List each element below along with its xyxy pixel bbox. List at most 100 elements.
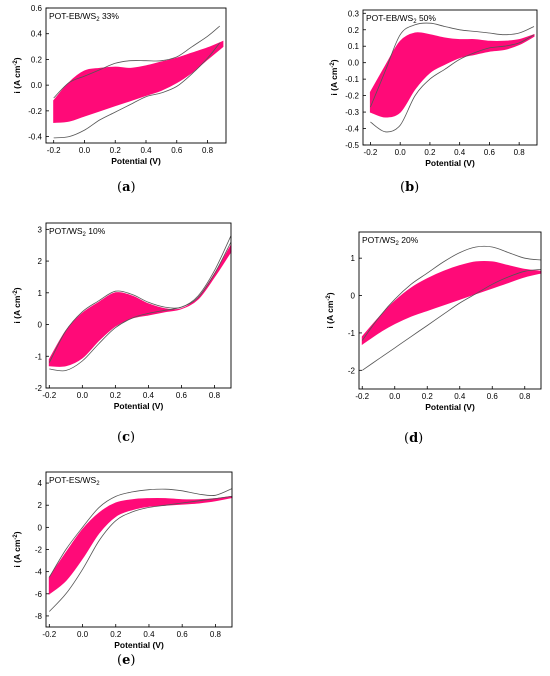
x-axis-label: Potential (V): [114, 401, 164, 411]
y-tick-label: -1: [348, 329, 356, 338]
cv-outline-upper: [370, 22, 535, 108]
cv-outline-upper: [361, 245, 542, 341]
y-tick-label: 1: [351, 254, 356, 263]
y-tick-label: 0.2: [348, 26, 360, 35]
x-tick-label: -0.2: [42, 391, 56, 400]
x-tick-label: 0.8: [519, 392, 531, 401]
y-tick-label: -2: [35, 546, 43, 555]
y-tick-label: 0.1: [348, 42, 360, 51]
x-tick-label: 0.4: [143, 391, 155, 400]
x-axis-label: Potential (V): [425, 402, 475, 412]
y-tick-label: 0: [38, 321, 43, 330]
y-axis-label: i (A cm-2): [12, 57, 22, 93]
caption-c: (c): [117, 430, 136, 445]
x-tick-label: 0.2: [424, 148, 436, 157]
x-tick-label: 0.2: [110, 391, 122, 400]
plot-frame: [45, 7, 227, 144]
x-tick-label: 0.6: [487, 392, 499, 401]
x-tick-label: 0.4: [454, 392, 466, 401]
cv-fill-band: [361, 260, 542, 346]
x-tick-label: 0.0: [77, 391, 89, 400]
cv-outline-lower: [49, 496, 233, 612]
x-tick-label: -0.2: [355, 392, 369, 401]
y-tick-label: -4: [35, 568, 43, 577]
cv-fill-band: [53, 40, 224, 123]
y-tick-label: -6: [35, 590, 43, 599]
x-tick-label: 0.2: [422, 392, 434, 401]
sample-label: POT-EB/WS2 50%: [366, 13, 436, 25]
y-tick-label: 3: [38, 225, 43, 234]
x-tick-label: 0.8: [514, 148, 526, 157]
cv-fill-band: [369, 32, 535, 118]
sample-label: POT/WS2 10%: [49, 226, 106, 238]
y-tick-label: -0.2: [345, 92, 359, 101]
x-axis-label: Potential (V): [111, 156, 161, 166]
cv-outline-upper: [48, 235, 232, 363]
x-tick-label: 0.2: [110, 146, 122, 155]
x-tick-label: -0.2: [47, 146, 61, 155]
x-tick-label: 0.0: [79, 146, 91, 155]
y-axis-label: i (A cm-2): [12, 531, 22, 567]
y-tick-label: 0.4: [31, 30, 43, 39]
y-tick-label: 0.6: [31, 4, 43, 13]
y-tick-label: 0.2: [31, 55, 43, 64]
caption-a: (a): [117, 180, 136, 195]
caption-e: (e): [117, 653, 136, 668]
sample-label: POT/WS2 20%: [362, 235, 419, 247]
y-tick-label: 0.0: [348, 59, 360, 68]
x-tick-label: 0.4: [140, 146, 152, 155]
y-tick-label: 0: [38, 523, 43, 532]
caption-d: (d): [404, 431, 424, 446]
caption-b: (b): [400, 180, 420, 195]
x-tick-label: 0.0: [389, 392, 401, 401]
y-tick-label: -0.4: [345, 125, 359, 134]
x-tick-label: -0.2: [42, 630, 56, 639]
x-tick-label: 0.6: [177, 630, 189, 639]
x-tick-label: 0.4: [454, 148, 466, 157]
plot-frame: [358, 231, 542, 390]
y-tick-label: 2: [38, 257, 43, 266]
y-tick-label: -2: [35, 384, 43, 393]
chart-panel-a: -0.2 0.0 0.2 0.4 0.6 0.8 -0.4 -0.2 0.0 0.2 0.4 0.6 P…: [12, 4, 227, 166]
y-tick-label: -2: [348, 366, 356, 375]
cv-outline-upper: [53, 25, 221, 99]
chart-panel-c: -0.2 0.0 0.2 0.4 0.6 0.8 -2 -1 0 1 2 3 Potential (V)…: [12, 222, 232, 411]
y-tick-label: -0.5: [345, 141, 359, 150]
x-axis-label: Potential (V): [425, 158, 475, 168]
sample-label: POT-ES/WS2: [49, 475, 100, 487]
x-tick-label: 0.8: [202, 146, 214, 155]
y-axis-label: i (A cm-2): [12, 287, 22, 323]
cv-outline-upper: [48, 488, 233, 578]
plot-frame: [45, 222, 232, 389]
cv-outline-lower: [362, 269, 542, 371]
y-axis-label: i (A cm-2): [329, 59, 339, 95]
cv-outline-lower: [49, 241, 232, 372]
y-tick-label: 0.3: [348, 9, 360, 18]
x-tick-label: 0.8: [210, 630, 222, 639]
x-axis-label: Potential (V): [114, 640, 164, 650]
sample-label: POT-EB/WS2 33%: [49, 11, 119, 23]
x-tick-label: 0.6: [171, 146, 183, 155]
x-tick-label: 0.6: [484, 148, 496, 157]
y-tick-label: 0: [351, 292, 356, 301]
y-tick-label: 4: [38, 479, 43, 488]
plot-frame: [362, 9, 538, 146]
y-tick-label: 0.0: [31, 81, 43, 90]
chart-panel-d: -0.2 0.0 0.2 0.4 0.6 0.8 -2 -1 0 1 Potential (V) i …: [325, 231, 542, 412]
x-tick-label: 0.6: [176, 391, 188, 400]
x-tick-label: 0.0: [77, 630, 89, 639]
x-tick-label: 0.4: [143, 630, 155, 639]
chart-panel-e: -0.2 0.0 0.2 0.4 0.6 0.8 -8 -6 -4 -2 0 2 4 Potential …: [12, 471, 233, 650]
x-tick-label: 0.8: [209, 391, 221, 400]
cv-outline-lower: [53, 42, 221, 139]
y-tick-label: -0.1: [345, 75, 359, 84]
y-tick-label: 2: [38, 501, 43, 510]
y-tick-label: -0.2: [28, 107, 42, 116]
x-tick-label: 0.0: [395, 148, 407, 157]
y-axis-label: i (A cm-2): [325, 292, 335, 328]
x-tick-label: 0.2: [110, 630, 122, 639]
y-tick-label: 1: [38, 289, 43, 298]
y-tick-label: -0.3: [345, 108, 359, 117]
y-tick-label: -0.4: [28, 133, 42, 142]
y-tick-label: -1: [35, 352, 43, 361]
